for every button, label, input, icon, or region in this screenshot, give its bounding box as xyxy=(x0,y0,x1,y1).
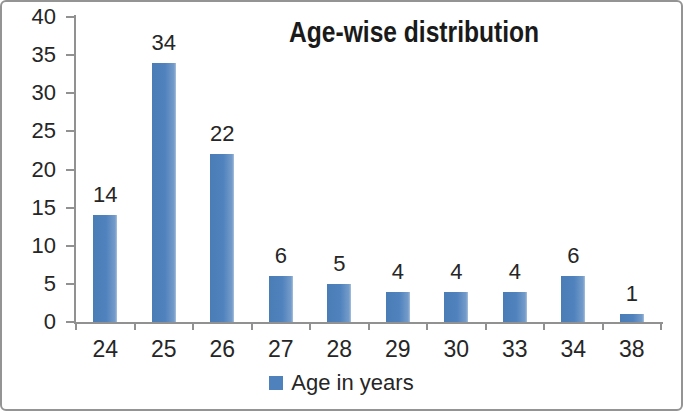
bar-value-label: 4 xyxy=(486,260,545,284)
y-axis-tick xyxy=(66,130,74,132)
bar xyxy=(444,292,468,323)
bar xyxy=(327,284,351,322)
x-axis-label: 28 xyxy=(310,336,369,362)
x-axis-tick xyxy=(543,322,545,330)
x-axis-tick xyxy=(75,322,77,330)
legend-label: Age in years xyxy=(291,369,413,397)
x-axis-tick xyxy=(368,322,370,330)
bar xyxy=(269,276,293,322)
x-axis-label: 26 xyxy=(193,336,252,362)
bar xyxy=(561,276,585,322)
y-axis-label: 15 xyxy=(2,196,56,220)
y-axis-tick xyxy=(66,92,74,94)
bar-value-label: 14 xyxy=(76,183,135,207)
bar-value-label: 4 xyxy=(369,260,428,284)
x-axis-tick xyxy=(309,322,311,330)
x-axis-label: 38 xyxy=(603,336,662,362)
bar-value-label: 4 xyxy=(427,260,486,284)
y-axis-label: 30 xyxy=(2,81,56,105)
x-axis-tick xyxy=(602,322,604,330)
x-axis-label: 24 xyxy=(76,336,135,362)
y-axis-line xyxy=(74,15,76,324)
chart-title: Age-wise distribution xyxy=(289,15,539,49)
bar-value-label: 6 xyxy=(544,244,603,268)
y-axis-label: 25 xyxy=(2,119,56,143)
bar xyxy=(210,154,234,322)
y-axis-label: 40 xyxy=(2,5,56,29)
y-axis-label: 35 xyxy=(2,43,56,67)
x-axis-label: 33 xyxy=(486,336,545,362)
bar xyxy=(386,292,410,323)
bar xyxy=(152,63,176,322)
x-axis-label: 34 xyxy=(544,336,603,362)
y-axis-label: 0 xyxy=(2,310,56,334)
bar-value-label: 34 xyxy=(135,31,194,55)
bar-value-label: 6 xyxy=(252,244,311,268)
bar-value-label: 5 xyxy=(310,252,369,276)
x-axis-tick xyxy=(134,322,136,330)
x-axis-tick xyxy=(251,322,253,330)
legend-swatch-icon xyxy=(269,376,283,390)
bar-value-label: 1 xyxy=(603,282,662,306)
x-axis-tick xyxy=(192,322,194,330)
legend: Age in years xyxy=(2,369,681,397)
y-axis-tick xyxy=(66,54,74,56)
x-axis-tick xyxy=(485,322,487,330)
x-axis-label: 30 xyxy=(427,336,486,362)
y-axis-tick xyxy=(66,207,74,209)
y-axis-tick xyxy=(66,245,74,247)
y-axis-label: 10 xyxy=(2,234,56,258)
x-axis-label: 25 xyxy=(135,336,194,362)
bar xyxy=(93,215,117,322)
y-axis-tick xyxy=(66,16,74,18)
y-axis-tick xyxy=(66,321,74,323)
x-axis-label: 27 xyxy=(252,336,311,362)
y-axis-tick xyxy=(66,169,74,171)
bar xyxy=(620,314,644,322)
bar-value-label: 22 xyxy=(193,122,252,146)
y-axis-tick xyxy=(66,283,74,285)
x-axis-label: 29 xyxy=(369,336,428,362)
y-axis-label: 20 xyxy=(2,158,56,182)
x-axis-tick xyxy=(426,322,428,330)
chart-frame: Age-wise distribution Age in years 0 5 10 1… xyxy=(0,0,683,411)
y-axis-label: 5 xyxy=(2,272,56,296)
bar xyxy=(503,292,527,323)
x-axis-tick xyxy=(660,322,662,330)
